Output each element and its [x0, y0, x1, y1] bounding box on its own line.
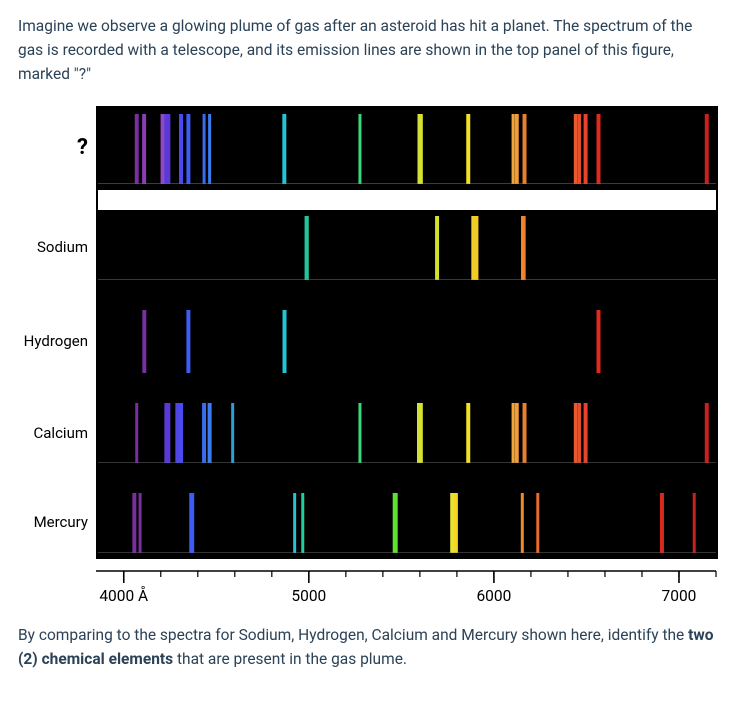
panel-label-mercury: Mercury: [10, 487, 94, 559]
spectrum-panel-unknown: [96, 106, 718, 190]
spectrum-panel-calcium: [96, 397, 718, 469]
svg-text:6000: 6000: [476, 587, 511, 605]
spectrum-panel-hydrogen: [96, 304, 718, 380]
prompt-2c: that are present in the gas plume.: [173, 650, 407, 668]
spectra-figure: ? Sodium Hydrogen Calcium Mercury 4000 Å 5000 6…: [10, 106, 718, 613]
panel-label-hydrogen: Hydrogen: [10, 304, 94, 380]
wavelength-axis: 4000 Å 5000 6000 7000: [10, 565, 718, 613]
panel-gap: [96, 190, 718, 210]
panel-label-sodium: Sodium: [10, 210, 94, 286]
spectrum-panel-sodium: [96, 210, 718, 286]
panel-label-calcium: Calcium: [10, 397, 94, 469]
spectrum-panel-mercury: [96, 487, 718, 559]
prompt-2a: By comparing to the spectra for Sodium, …: [18, 626, 688, 644]
prompt-paragraph-2: By comparing to the spectra for Sodium, …: [18, 623, 718, 671]
svg-text:5000: 5000: [291, 587, 326, 605]
svg-text:4000 Å: 4000 Å: [99, 587, 148, 605]
panel-separator: [96, 286, 718, 304]
panel-separator: [96, 469, 718, 487]
panel-separator: [96, 379, 718, 397]
svg-text:7000: 7000: [662, 587, 697, 605]
panel-label-q: ?: [10, 106, 94, 190]
prompt-paragraph-1: Imagine we observe a glowing plume of ga…: [18, 14, 718, 86]
